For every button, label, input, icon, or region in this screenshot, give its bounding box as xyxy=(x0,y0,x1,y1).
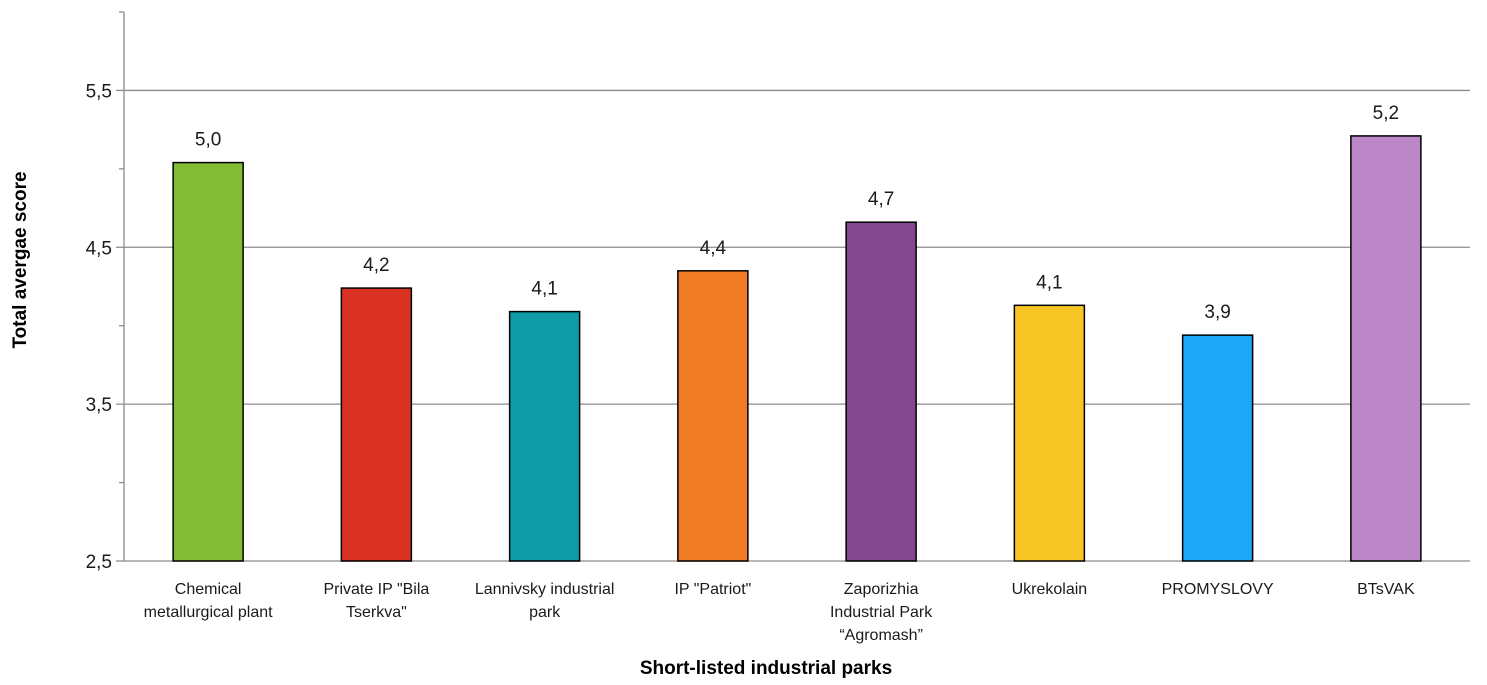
data-label: 4,1 xyxy=(531,279,557,300)
x-tick-label: Private IP "Bila Tserkva" xyxy=(323,581,429,621)
x-tick-label: Ukrekolain xyxy=(1012,581,1088,598)
bar xyxy=(508,310,581,562)
bar xyxy=(1350,135,1422,562)
x-tick-label: IP "Patriot" xyxy=(674,581,751,598)
x-tick-label: Zaporizhia Industrial Park “Agromash” xyxy=(830,581,933,644)
x-tick-label: Lannivsky industrial park xyxy=(475,581,615,621)
data-label: 4,1 xyxy=(1036,272,1062,293)
category-labels: Chemical metallurgical plant Private IP "B… xyxy=(144,581,1415,644)
gridlines xyxy=(124,89,1470,405)
data-labels: 5,0 4,2 4,1 4,4 4,7 4,1 3,9 5,2 xyxy=(195,103,1399,323)
bar xyxy=(340,287,413,562)
bar xyxy=(677,270,749,562)
bar xyxy=(172,161,244,562)
y-tick-label: 3,5 xyxy=(86,395,112,416)
bar xyxy=(845,221,917,562)
bar xyxy=(1013,304,1086,562)
data-label: 4,2 xyxy=(363,255,389,276)
bar xyxy=(1181,334,1254,562)
x-tick-label: BTsVAK xyxy=(1357,581,1415,598)
x-axis-title: Short-listed industrial parks xyxy=(640,658,892,679)
data-label: 4,7 xyxy=(868,189,894,210)
y-tick-label: 5,5 xyxy=(86,81,112,102)
y-tick-label: 2,5 xyxy=(86,552,112,573)
y-tick-label: 4,5 xyxy=(86,238,112,259)
x-tick-label: Chemical metallurgical plant xyxy=(144,581,274,621)
data-label: 3,9 xyxy=(1204,302,1230,323)
y-axis-title: Total avergae score xyxy=(10,171,31,348)
data-label: 5,0 xyxy=(195,130,221,151)
data-label: 5,2 xyxy=(1373,103,1399,124)
y-axis: 2,5 3,5 4,5 5,5 xyxy=(86,11,1470,573)
data-label: 4,4 xyxy=(700,238,727,259)
bars xyxy=(172,135,1422,562)
x-tick-label: PROMYSLOVY xyxy=(1162,581,1274,598)
